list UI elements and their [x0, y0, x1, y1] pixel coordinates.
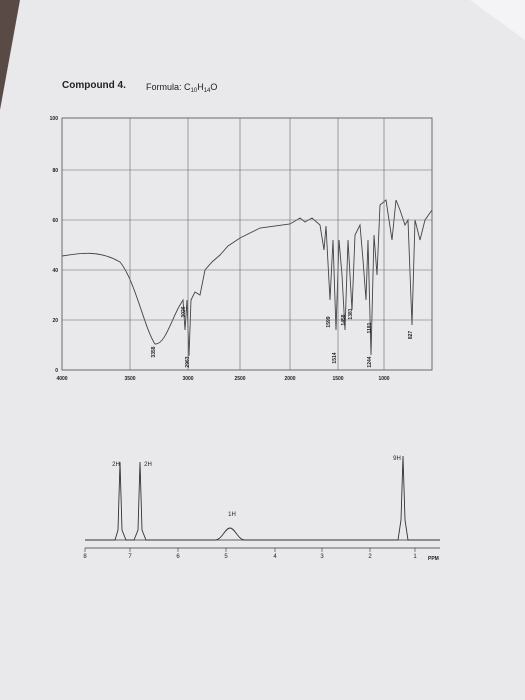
nmr-spectrum [85, 455, 440, 541]
x-tick-label: 1 [413, 554, 417, 560]
axis-unit: PPM [428, 556, 439, 562]
peak-label: 1599 [326, 316, 332, 327]
document: Compound 4. Formula: C10H14O 10080604020… [50, 80, 440, 562]
peak-label: 1181 [367, 322, 373, 333]
y-tick-label: 20 [52, 318, 58, 324]
y-tick-label: 60 [52, 218, 58, 224]
x-tick-label: 5 [224, 554, 228, 560]
formula-sub: 14 [204, 88, 211, 94]
peak-label: 1244 [367, 356, 373, 367]
y-tick-label: 0 [55, 368, 58, 374]
peak-label: 1381 [348, 308, 354, 319]
x-tick-label: 2000 [284, 376, 295, 382]
y-tick-label: 40 [52, 268, 58, 274]
x-tick-label: 4000 [56, 376, 67, 382]
x-tick-label: 1000 [378, 376, 389, 382]
paper-edge [470, 0, 525, 40]
x-tick-label: 6 [176, 554, 180, 560]
formula-text: H [197, 82, 204, 92]
x-tick-label: 3000 [182, 376, 193, 382]
integral-label: 9H [393, 456, 401, 462]
x-tick-label: 3500 [124, 376, 135, 382]
y-tick-label: 80 [52, 168, 58, 174]
formula-sub: 10 [191, 88, 198, 94]
x-tick-label: 2 [368, 554, 372, 560]
peak-label: 827 [408, 331, 414, 340]
x-tick-label: 4 [273, 554, 277, 560]
compound-label: Compound 4. [62, 80, 126, 91]
integral-label: 2H [144, 462, 152, 468]
y-tick-label: 100 [50, 116, 59, 122]
formula-text: Formula: C [146, 82, 191, 92]
peak-label: 1458 [341, 314, 347, 325]
integral-label: 2H [112, 462, 120, 468]
peak-label: 2963 [185, 356, 191, 367]
peak-label: 3026 [181, 306, 187, 317]
peak-label: 1514 [332, 352, 338, 363]
integral-label: 1H [228, 512, 236, 518]
peak-label: 3358 [151, 346, 157, 357]
x-tick-label: 7 [128, 554, 132, 560]
x-tick-label: 8 [83, 554, 87, 560]
formula-text: O [210, 82, 217, 92]
x-tick-label: 3 [320, 554, 324, 560]
x-tick-label: 1500 [332, 376, 343, 382]
formula-label: Formula: C10H14O [146, 82, 217, 94]
x-tick-label: 2500 [234, 376, 245, 382]
